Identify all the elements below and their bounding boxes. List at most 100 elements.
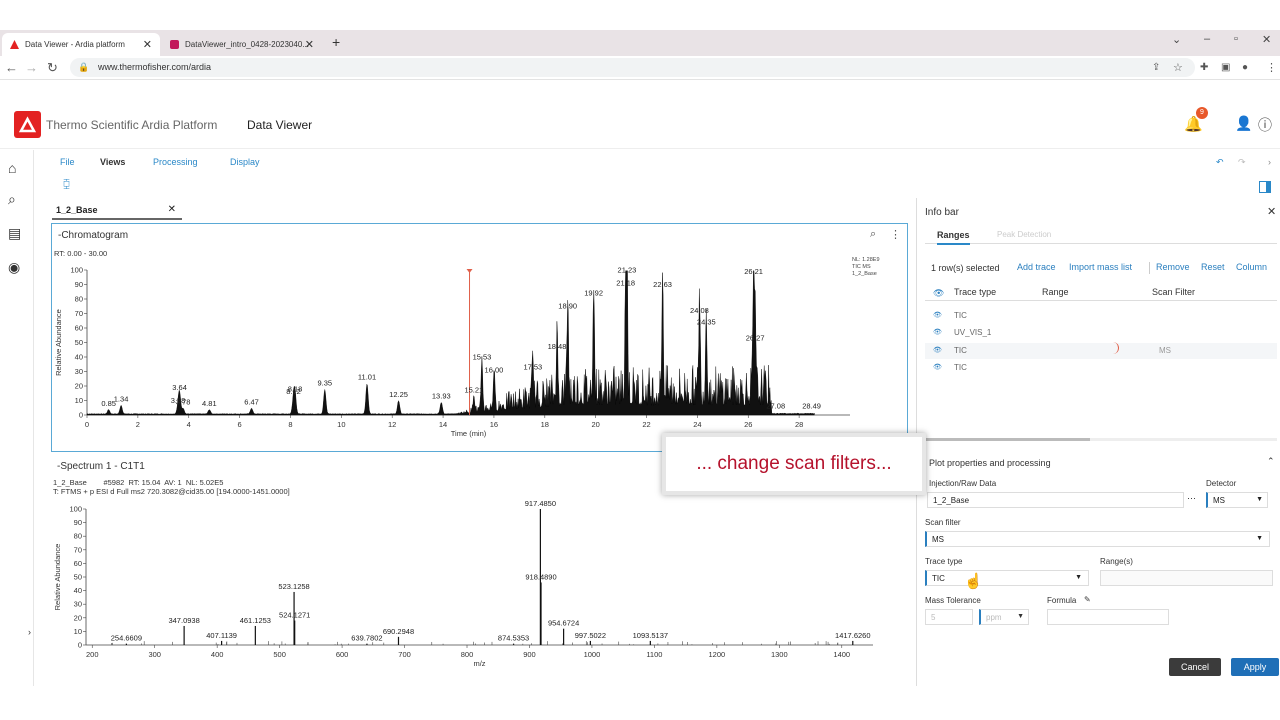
- menu-processing[interactable]: Processing: [153, 157, 198, 167]
- row-trace: TIC: [954, 363, 967, 372]
- visibility-header-icon[interactable]: 👁: [933, 288, 945, 298]
- file-tab[interactable]: 1_2_Base ✕: [52, 200, 182, 220]
- chromatogram-panel[interactable]: -Chromatogram RT: 0.00 - 30.00 ⌕ ⋮ NL: 1…: [51, 223, 908, 452]
- menu-file[interactable]: File: [60, 157, 75, 167]
- help-icon[interactable]: ⓘ: [1258, 117, 1272, 133]
- collapse-menu-icon[interactable]: ›: [1268, 157, 1271, 167]
- injection-field[interactable]: 1_2_Base: [927, 492, 1184, 508]
- tab-ranges[interactable]: Ranges: [937, 230, 970, 245]
- back-icon[interactable]: ←: [5, 60, 18, 75]
- more-options-icon[interactable]: ⋯: [1187, 493, 1196, 503]
- row-trace: TIC: [954, 346, 967, 355]
- peak-label: 3.64: [172, 383, 187, 392]
- spectrum-plot[interactable]: 0 10 20 30 40 50 60 70 80 90 100 200 300 400 500 600 700…: [51, 457, 906, 680]
- redo-icon[interactable]: ↷: [1238, 157, 1246, 167]
- mz-label: 639.7802: [351, 634, 382, 643]
- zoom-icon[interactable]: ⌕: [870, 228, 877, 240]
- bookmark-star-icon[interactable]: ☆: [1173, 62, 1183, 74]
- detector-select[interactable]: MS ▼: [1206, 492, 1268, 508]
- new-tab-icon[interactable]: +: [332, 34, 341, 50]
- close-tab-icon[interactable]: ✕: [304, 39, 314, 51]
- close-tab-icon[interactable]: ✕: [142, 39, 152, 51]
- mass-tolerance-unit-select[interactable]: ppm ▼: [979, 609, 1029, 625]
- tab-peak-detection[interactable]: Peak Detection: [997, 230, 1052, 239]
- undo-icon[interactable]: ↶: [1216, 157, 1224, 167]
- table-row-selected[interactable]: 👁 TIC MS: [925, 342, 1277, 359]
- pin-icon[interactable]: ⧮: [63, 178, 71, 190]
- remove-button[interactable]: Remove: [1156, 262, 1190, 272]
- peak-label: 19.92: [584, 289, 603, 298]
- visibility-icon[interactable]: 👁: [933, 364, 942, 371]
- mz-label: 347.0938: [168, 616, 199, 625]
- add-trace-button[interactable]: Add trace: [1017, 262, 1056, 272]
- search-data-icon[interactable]: ⌕: [8, 191, 16, 207]
- peak-label: 21.18: [616, 278, 635, 287]
- edit-formula-icon[interactable]: ✎: [1084, 595, 1091, 604]
- mass-tolerance-label: Mass Tolerance: [925, 596, 981, 605]
- minimize-icon[interactable]: –: [1204, 33, 1211, 45]
- x-tick-label: 16: [490, 420, 498, 429]
- y-tick-label: 90: [74, 518, 82, 527]
- menu-display[interactable]: Display: [230, 157, 260, 167]
- mz-label: 690.2948: [383, 627, 414, 636]
- ardia-logo[interactable]: [14, 111, 41, 138]
- scan-filter-select[interactable]: MS ▼: [925, 531, 1270, 547]
- formula-field[interactable]: [1047, 609, 1169, 625]
- profile-icon[interactable]: ●: [1242, 62, 1249, 73]
- rt-marker-handle: [466, 269, 473, 273]
- close-window-icon[interactable]: ✕: [1262, 34, 1272, 46]
- close-infobar-icon[interactable]: ✕: [1267, 206, 1277, 218]
- detector-label: Detector: [1206, 479, 1237, 488]
- more-icon[interactable]: ⋮: [1266, 62, 1277, 74]
- table-row[interactable]: 👁 TIC: [925, 308, 1277, 324]
- user-icon[interactable]: 👤: [1235, 115, 1253, 131]
- browser-tab-active[interactable]: Data Viewer - Ardia platform ✕: [2, 33, 160, 56]
- table-row[interactable]: 👁 TIC: [925, 360, 1277, 376]
- injection-label: Injection/Raw Data: [929, 479, 997, 488]
- nl-info-line: TIC MS: [852, 264, 871, 270]
- spectrum-info-line1: 1_2_Base #5982 RT: 15.04 AV: 1 NL: 5.02E…: [53, 478, 224, 487]
- peak-label: 17.53: [523, 363, 542, 372]
- reset-button[interactable]: Reset: [1201, 262, 1225, 272]
- visibility-icon[interactable]: 👁: [933, 312, 942, 319]
- sidebar-icon[interactable]: ▣: [1221, 62, 1231, 73]
- close-file-tab-icon[interactable]: ✕: [167, 204, 176, 215]
- maximize-icon[interactable]: ▫: [1234, 33, 1238, 45]
- mz-label: 407.1139: [206, 631, 237, 640]
- extensions-icon[interactable]: ✚: [1200, 62, 1209, 73]
- mass-tolerance-field[interactable]: 5: [925, 609, 973, 625]
- reload-icon[interactable]: ↻: [47, 60, 58, 75]
- mz-label: 918.4890: [525, 572, 556, 581]
- x-tick-label: 600: [336, 650, 349, 659]
- browser-tab-2[interactable]: DataViewer_intro_0428-2023040... ✕: [162, 33, 322, 56]
- bell-icon[interactable]: 🔔: [1184, 116, 1203, 133]
- cancel-button[interactable]: Cancel: [1169, 658, 1221, 676]
- home-icon[interactable]: ⌂: [8, 160, 17, 176]
- collapse-section-icon[interactable]: ⌃: [1267, 456, 1275, 466]
- visibility-icon[interactable]: 👁: [933, 329, 942, 336]
- url-field[interactable]: 🔒 www.thermofisher.com/ardia: [70, 58, 1195, 77]
- analytics-icon[interactable]: ◉: [8, 259, 21, 275]
- y-tick-label: 10: [74, 627, 82, 636]
- import-mass-list-button[interactable]: Import mass list: [1069, 262, 1133, 272]
- trace-type-select[interactable]: TIC ▼: [925, 570, 1089, 586]
- folder-icon[interactable]: ▤: [8, 225, 22, 241]
- forward-icon[interactable]: →: [25, 60, 38, 75]
- apply-button[interactable]: Apply: [1231, 658, 1279, 676]
- share-icon[interactable]: ⇪: [1152, 62, 1161, 73]
- y-tick-label: 100: [70, 266, 83, 275]
- table-scrollbar[interactable]: [925, 438, 1277, 441]
- x-tick-label: 22: [642, 420, 650, 429]
- column-button[interactable]: Column: [1236, 262, 1268, 272]
- ranges-field[interactable]: [1100, 570, 1273, 586]
- panel-toggle-icon[interactable]: [1259, 181, 1271, 193]
- chevron-down-icon[interactable]: ⌄: [1172, 34, 1182, 46]
- menu-views[interactable]: Views: [100, 157, 126, 167]
- panel-menu-icon[interactable]: ⋮: [890, 229, 901, 241]
- table-row[interactable]: 👁 UV_VIS_1: [925, 325, 1277, 341]
- peak-label: 18.90: [558, 302, 577, 311]
- expand-rail-icon[interactable]: ›: [28, 627, 31, 637]
- visibility-icon[interactable]: 👁: [933, 347, 942, 354]
- y-tick-label: 70: [74, 545, 82, 554]
